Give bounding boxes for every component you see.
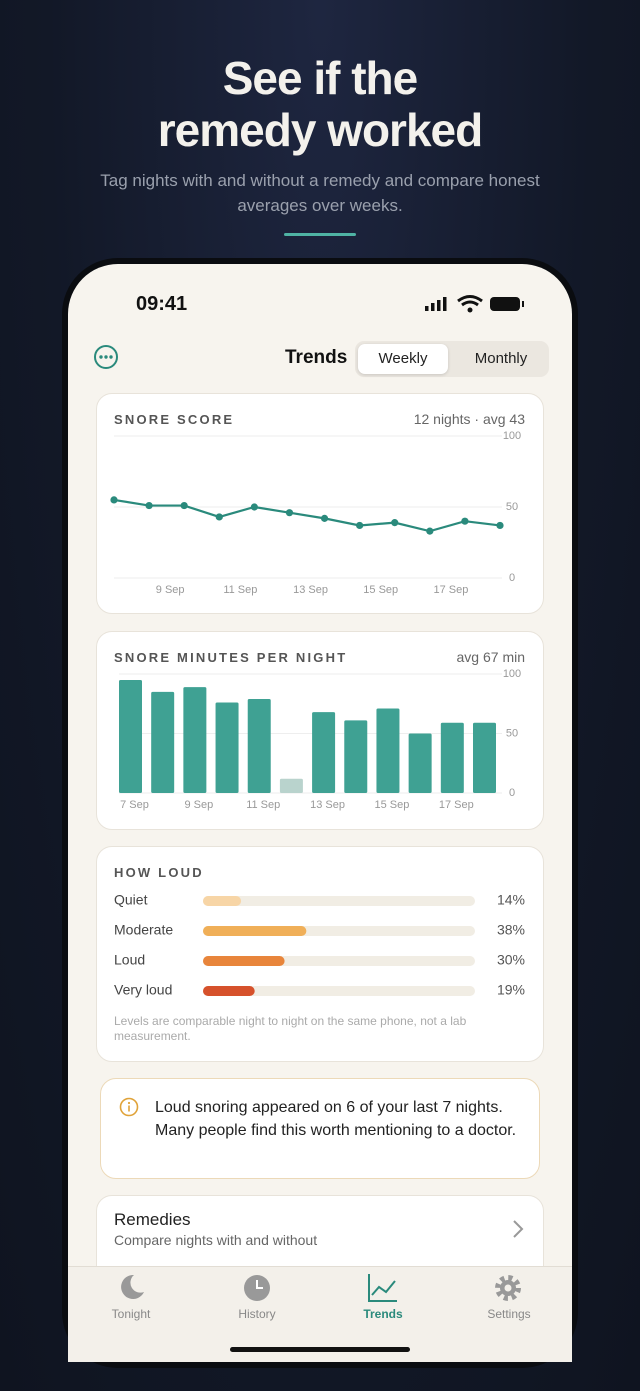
tab-item[interactable]: History — [238, 1307, 276, 1321]
tab-item[interactable]: Tonight — [111, 1307, 151, 1321]
remedies-title: Remedies — [114, 1210, 191, 1229]
segment-tab[interactable]: Monthly — [474, 350, 528, 367]
more-button[interactable] — [93, 344, 119, 370]
segmented-control: Weekly Monthly — [355, 341, 549, 377]
subtitle: Tag nights with and without a remedy and… — [100, 171, 540, 215]
headline-line: See if the — [222, 52, 419, 104]
tab-icons — [121, 1274, 521, 1302]
card-summary: avg 67 min — [456, 649, 525, 665]
headline: See if the remedy worked — [0, 52, 640, 156]
card-summary: 12 nights · avg 43 — [413, 411, 525, 427]
notice-text: Loud snoring appeared on 6 of your last … — [155, 1099, 517, 1139]
loudness-note: Levels are comparable night to night on … — [114, 1014, 467, 1043]
chevron — [513, 1220, 524, 1238]
status-time: 09:41 — [136, 293, 188, 315]
headline-line: remedy worked — [157, 104, 483, 156]
card — [96, 846, 544, 1062]
tab-item[interactable]: Settings — [487, 1307, 531, 1321]
tab-item[interactable]: Trends — [363, 1307, 403, 1321]
tab-bar — [68, 1266, 572, 1362]
status-icons — [425, 295, 524, 313]
notice-card — [100, 1078, 540, 1179]
remedies-subtitle: Compare nights with and without — [114, 1232, 318, 1248]
divider — [284, 233, 356, 236]
home-indicator — [230, 1347, 410, 1352]
card-title: HOW LOUD — [114, 865, 204, 880]
nav-title: Trends — [285, 347, 348, 368]
segment-tab[interactable]: Weekly — [358, 344, 448, 374]
card-title: SNORE MINUTES PER NIGHT — [114, 650, 348, 665]
info-icon — [119, 1097, 139, 1117]
card-title: SNORE SCORE — [114, 412, 235, 427]
